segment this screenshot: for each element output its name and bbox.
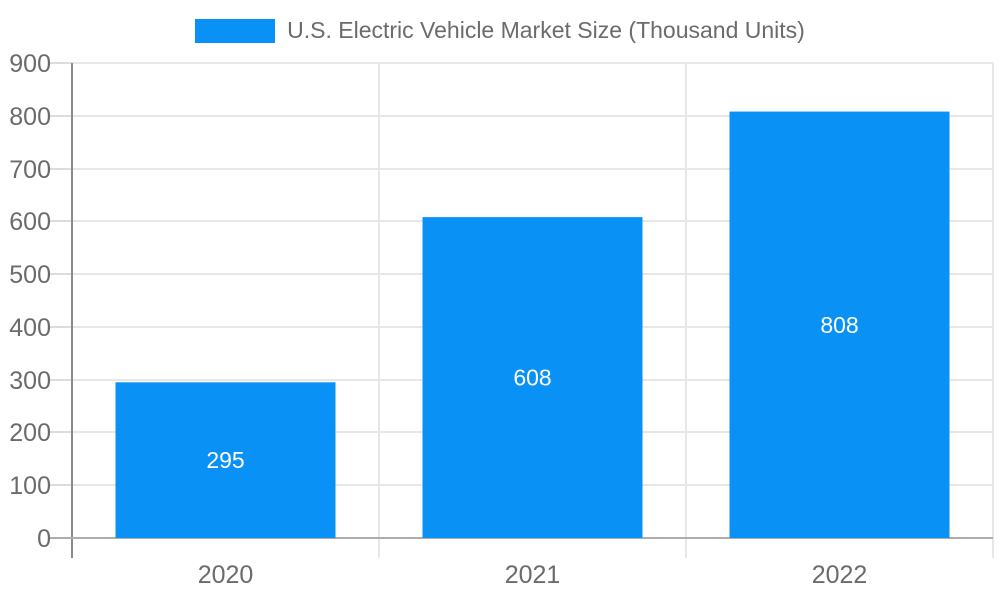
chart-legend: U.S. Electric Vehicle Market Size (Thous…	[0, 17, 1000, 44]
y-tick-label: 100	[9, 472, 51, 500]
y-tick-label: 0	[37, 525, 51, 553]
bar-2020	[115, 382, 336, 538]
bar-value-label: 295	[206, 447, 244, 473]
y-tick-label: 700	[9, 156, 51, 184]
y-tick-label: 300	[9, 367, 51, 395]
y-tick-label: 500	[9, 261, 51, 289]
y-tick-label: 200	[9, 419, 51, 447]
y-tick-label: 400	[9, 314, 51, 342]
bar-2021	[422, 217, 643, 538]
y-tick-label: 600	[9, 208, 51, 236]
bar-2022	[729, 111, 950, 539]
y-tick-label: 800	[9, 103, 51, 131]
x-tick-label: 2021	[505, 561, 561, 589]
bar-value-label: 608	[513, 365, 551, 391]
x-tick-label: 2020	[198, 561, 254, 589]
x-tick-label: 2022	[812, 561, 868, 589]
legend-label: U.S. Electric Vehicle Market Size (Thous…	[287, 17, 805, 43]
y-tick-label: 900	[9, 50, 51, 78]
bar-value-label: 808	[820, 312, 858, 338]
legend-swatch-icon	[195, 18, 276, 43]
